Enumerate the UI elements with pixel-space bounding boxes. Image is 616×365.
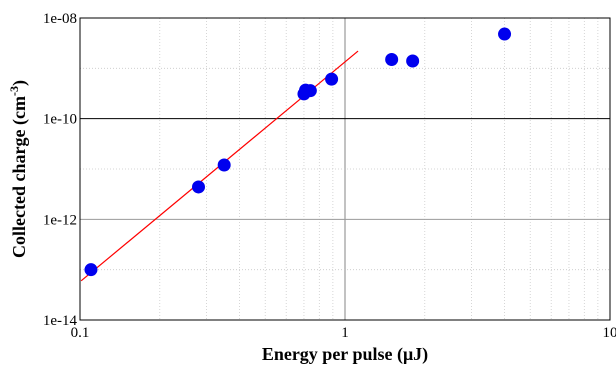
data-point — [191, 180, 205, 194]
y-axis-title-superscript: -3 — [7, 86, 21, 96]
data-points — [84, 27, 512, 277]
x-tick-label: 0.1 — [71, 325, 90, 341]
x-tick-label: 1 — [341, 325, 349, 341]
x-axis-title: Energy per pulse (μJ) — [262, 344, 428, 365]
y-axis-title-main: Collected charge (cm — [9, 96, 30, 258]
tick-labels: 0.1 1 10 1e-14 1e-12 1e-10 1e-08 — [43, 11, 616, 341]
data-point — [84, 263, 98, 277]
grid — [80, 18, 610, 320]
data-point — [498, 27, 512, 41]
y-tick-label: 1e-10 — [43, 112, 77, 128]
x-tick-label: 10 — [603, 325, 616, 341]
plot-frame — [79, 17, 611, 321]
data-point — [217, 158, 231, 172]
data-point — [303, 84, 317, 98]
y-axis-title-end: ) — [9, 80, 30, 86]
y-axis-title: Collected charge (cm-3) — [7, 80, 30, 258]
data-point — [325, 72, 339, 86]
y-tick-label: 1e-08 — [43, 11, 77, 27]
y-tick-label: 1e-14 — [43, 313, 78, 329]
data-point — [406, 54, 420, 68]
y-tick-label: 1e-12 — [43, 212, 77, 228]
data-point — [385, 52, 399, 66]
